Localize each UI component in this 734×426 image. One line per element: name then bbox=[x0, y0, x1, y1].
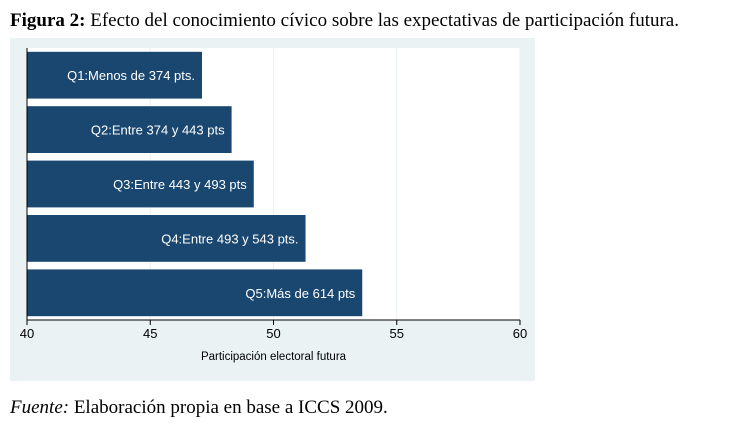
figure-source-label: Fuente: bbox=[10, 397, 70, 418]
figure-caption-label: Figura 2: bbox=[10, 10, 86, 31]
bar-chart: Q1:Menos de 374 pts. Q2:Entre 374 y 443 p… bbox=[20, 48, 527, 363]
bar bbox=[27, 106, 232, 153]
bar-label: Q1:Menos de 374 pts. bbox=[67, 68, 195, 83]
bar-label: Q5:Más de 614 pts bbox=[245, 286, 355, 301]
bar bbox=[27, 215, 306, 262]
bar-label: Q3:Entre 443 y 493 pts bbox=[113, 177, 247, 192]
figure-caption: Figura 2: Efecto del conocimiento cívico… bbox=[10, 10, 679, 32]
bar bbox=[27, 160, 254, 208]
x-tick-label: 60 bbox=[513, 326, 527, 341]
figure-panel: Q1:Menos de 374 pts. Q2:Entre 374 y 443 p… bbox=[10, 38, 535, 381]
x-tick-label: 55 bbox=[390, 326, 404, 341]
figure-source: Fuente: Elaboración propia en base a ICC… bbox=[10, 397, 388, 419]
figure-source-text: Elaboración propia en base a ICCS 2009. bbox=[73, 397, 388, 418]
bar-label: Q4:Entre 493 y 543 pts. bbox=[161, 231, 298, 246]
bar-label: Q2:Entre 374 y 443 pts bbox=[91, 123, 225, 138]
x-axis-title: Participación electoral futura bbox=[201, 351, 347, 363]
bar bbox=[27, 51, 203, 99]
x-tick-label: 45 bbox=[143, 326, 157, 341]
bar bbox=[27, 269, 363, 317]
x-tick-label: 40 bbox=[20, 326, 34, 341]
x-tick-label: 50 bbox=[266, 326, 280, 341]
figure-caption-text: Efecto del conocimiento cívico sobre las… bbox=[90, 10, 679, 31]
